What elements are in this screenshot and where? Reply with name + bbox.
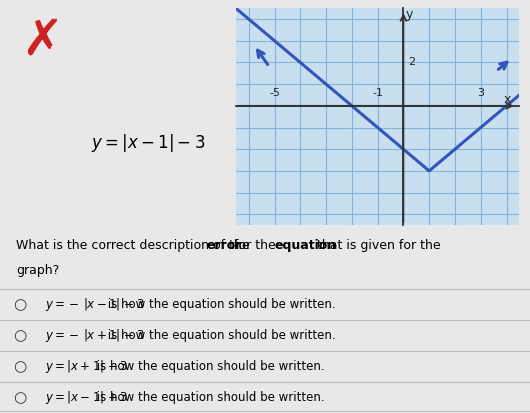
Text: equation: equation bbox=[275, 239, 337, 252]
Text: -5: -5 bbox=[269, 88, 280, 98]
Text: $y=|x-1|-3$: $y=|x-1|-3$ bbox=[91, 133, 206, 154]
Text: is how the equation should be written.: is how the equation should be written. bbox=[93, 360, 325, 373]
Text: error: error bbox=[206, 239, 242, 252]
Text: y: y bbox=[405, 8, 413, 21]
Text: -1: -1 bbox=[372, 88, 383, 98]
Text: $y=|x+1|\,-3$: $y=|x+1|\,-3$ bbox=[45, 358, 128, 375]
Text: $y=-\,|x+1|\,-3$: $y=-\,|x+1|\,-3$ bbox=[45, 327, 145, 344]
Text: is how the equation should be written.: is how the equation should be written. bbox=[93, 391, 325, 404]
Text: that is given for the: that is given for the bbox=[313, 239, 441, 252]
Text: ○: ○ bbox=[13, 297, 26, 312]
Text: $y=-\,|x-1|\,-3$: $y=-\,|x-1|\,-3$ bbox=[45, 297, 145, 313]
Text: ○: ○ bbox=[13, 390, 26, 405]
Text: is how the equation should be written.: is how the equation should be written. bbox=[104, 298, 336, 311]
Text: ○: ○ bbox=[13, 359, 26, 374]
Text: ○: ○ bbox=[13, 328, 26, 343]
Text: ✗: ✗ bbox=[21, 18, 64, 66]
Text: 2: 2 bbox=[408, 57, 415, 67]
Text: is how the equation should be written.: is how the equation should be written. bbox=[104, 329, 336, 342]
Text: graph?: graph? bbox=[16, 264, 59, 277]
Text: What is the correct description of the: What is the correct description of the bbox=[16, 239, 253, 252]
Text: $y=|x-1|\,+3$: $y=|x-1|\,+3$ bbox=[45, 389, 128, 406]
Text: x: x bbox=[504, 93, 511, 106]
Text: 3: 3 bbox=[477, 88, 484, 98]
Text: for the: for the bbox=[231, 239, 280, 252]
